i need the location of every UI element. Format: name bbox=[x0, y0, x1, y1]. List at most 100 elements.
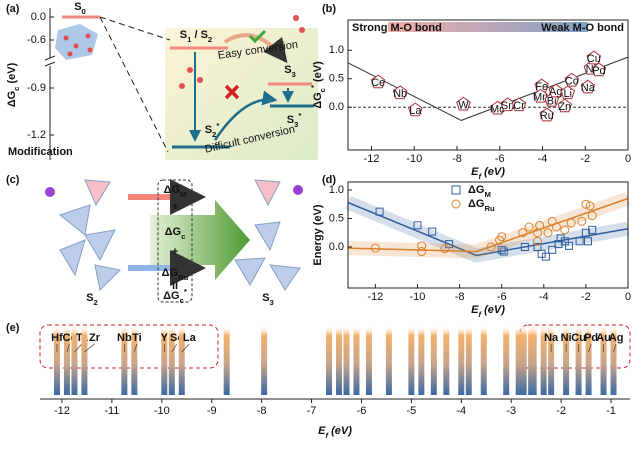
point-label: Mo bbox=[490, 103, 505, 115]
state-label-part: * bbox=[298, 111, 301, 120]
y-axis-label-part: * bbox=[309, 85, 318, 88]
point bbox=[586, 50, 602, 65]
panel-label: (a) bbox=[6, 3, 20, 15]
crystal-icon bbox=[55, 24, 98, 60]
group-box bbox=[519, 324, 631, 369]
point bbox=[587, 211, 597, 221]
legend-label-part: M bbox=[484, 190, 490, 199]
state-label-part: 2 bbox=[208, 35, 212, 44]
point-label: Na bbox=[581, 82, 596, 94]
equation-term-part: c bbox=[180, 296, 185, 305]
plot-frame bbox=[347, 19, 629, 151]
label-pointer bbox=[181, 343, 190, 353]
state-label: S3* bbox=[287, 111, 302, 129]
point bbox=[585, 201, 595, 211]
x-tick-label: -2 bbox=[580, 153, 590, 165]
x-tick-label: -10 bbox=[410, 291, 426, 303]
plot-frame bbox=[347, 181, 629, 289]
band bbox=[575, 325, 582, 395]
panel-label: (e) bbox=[6, 322, 20, 334]
y-tick-label: 0.0 bbox=[329, 241, 344, 253]
band bbox=[343, 325, 350, 395]
equation-term: ΔGc* bbox=[163, 287, 187, 305]
x-tick-label: -5 bbox=[406, 405, 416, 417]
x-tick-label: -6 bbox=[497, 291, 507, 303]
x-tick-label: -11 bbox=[104, 405, 119, 417]
point bbox=[584, 237, 592, 246]
band bbox=[465, 325, 472, 395]
band bbox=[365, 325, 372, 395]
y-axis-label-part: Energy (eV) bbox=[312, 204, 324, 265]
equation-term-part: + bbox=[172, 201, 178, 213]
point bbox=[554, 240, 563, 249]
point-label: Bi bbox=[547, 95, 557, 107]
cross-mark bbox=[224, 84, 240, 100]
element-label: Ti bbox=[132, 332, 142, 344]
point-label: Fe bbox=[535, 81, 548, 93]
y-tick-label: -1.2 bbox=[27, 129, 46, 141]
y-axis-label-part: (eV) bbox=[312, 61, 324, 85]
x-tick-label: -4 bbox=[539, 291, 549, 303]
band bbox=[261, 325, 268, 395]
equation-term-part: ΔG bbox=[165, 226, 181, 238]
equation-term-part: c bbox=[181, 232, 186, 241]
label-pointer bbox=[66, 343, 70, 353]
element-label: Zr bbox=[89, 332, 101, 344]
y-axis-label-part: (eV) bbox=[6, 62, 18, 86]
band bbox=[418, 325, 425, 395]
y-tick-label: -0.6 bbox=[27, 34, 46, 46]
point bbox=[413, 221, 422, 230]
state-label-part: * bbox=[216, 121, 219, 130]
x-axis-label: Ef (eV) bbox=[471, 304, 505, 319]
band bbox=[458, 325, 465, 395]
band bbox=[168, 325, 175, 395]
point-label: Sn bbox=[501, 100, 514, 112]
caption: Modification bbox=[8, 146, 73, 158]
x-tick-label: -8 bbox=[452, 153, 462, 165]
equation-term: + bbox=[172, 246, 178, 258]
band bbox=[430, 325, 437, 395]
point bbox=[577, 216, 587, 226]
x-tick-label: -10 bbox=[154, 405, 170, 417]
band bbox=[520, 325, 527, 395]
point bbox=[560, 225, 570, 235]
point bbox=[548, 245, 557, 254]
x-tick-label: -6 bbox=[495, 153, 505, 165]
point bbox=[541, 252, 550, 261]
state-label: S0 bbox=[74, 1, 86, 16]
state-label: S3 bbox=[262, 292, 274, 307]
y-tick-label: 1.0 bbox=[329, 184, 344, 196]
point bbox=[565, 241, 574, 250]
x-tick-label: -9 bbox=[207, 405, 217, 417]
point bbox=[535, 220, 545, 230]
element-label: Na bbox=[544, 332, 559, 344]
equation-term-part: ΔG bbox=[164, 184, 180, 196]
band bbox=[563, 325, 570, 395]
point bbox=[532, 236, 542, 246]
state-label-part: 3 bbox=[292, 70, 296, 79]
band bbox=[610, 325, 617, 395]
x-axis-label-part: f bbox=[325, 431, 329, 440]
element-label: Ni bbox=[561, 332, 572, 344]
y-tick-label: 0.5 bbox=[329, 212, 344, 224]
x-tick-label: 0 bbox=[625, 153, 631, 165]
band bbox=[600, 325, 607, 395]
x-tick-label: -12 bbox=[364, 153, 380, 165]
x-tick-label: -2 bbox=[556, 405, 566, 417]
band bbox=[71, 325, 78, 395]
element-label: Ag bbox=[609, 332, 624, 344]
legend-marker bbox=[451, 199, 461, 209]
fit-line bbox=[347, 197, 629, 253]
point bbox=[520, 242, 529, 251]
point-label: Cu bbox=[587, 53, 601, 65]
equation-term-part: + bbox=[172, 246, 178, 258]
band bbox=[408, 325, 415, 395]
x-tick-label: -7 bbox=[307, 405, 317, 417]
cluster-left bbox=[58, 179, 122, 292]
point bbox=[440, 244, 450, 254]
equation-term: + bbox=[172, 201, 178, 213]
state-label: S1 / S2 bbox=[180, 29, 212, 44]
point bbox=[486, 242, 496, 252]
point bbox=[417, 247, 427, 257]
point bbox=[537, 249, 546, 258]
